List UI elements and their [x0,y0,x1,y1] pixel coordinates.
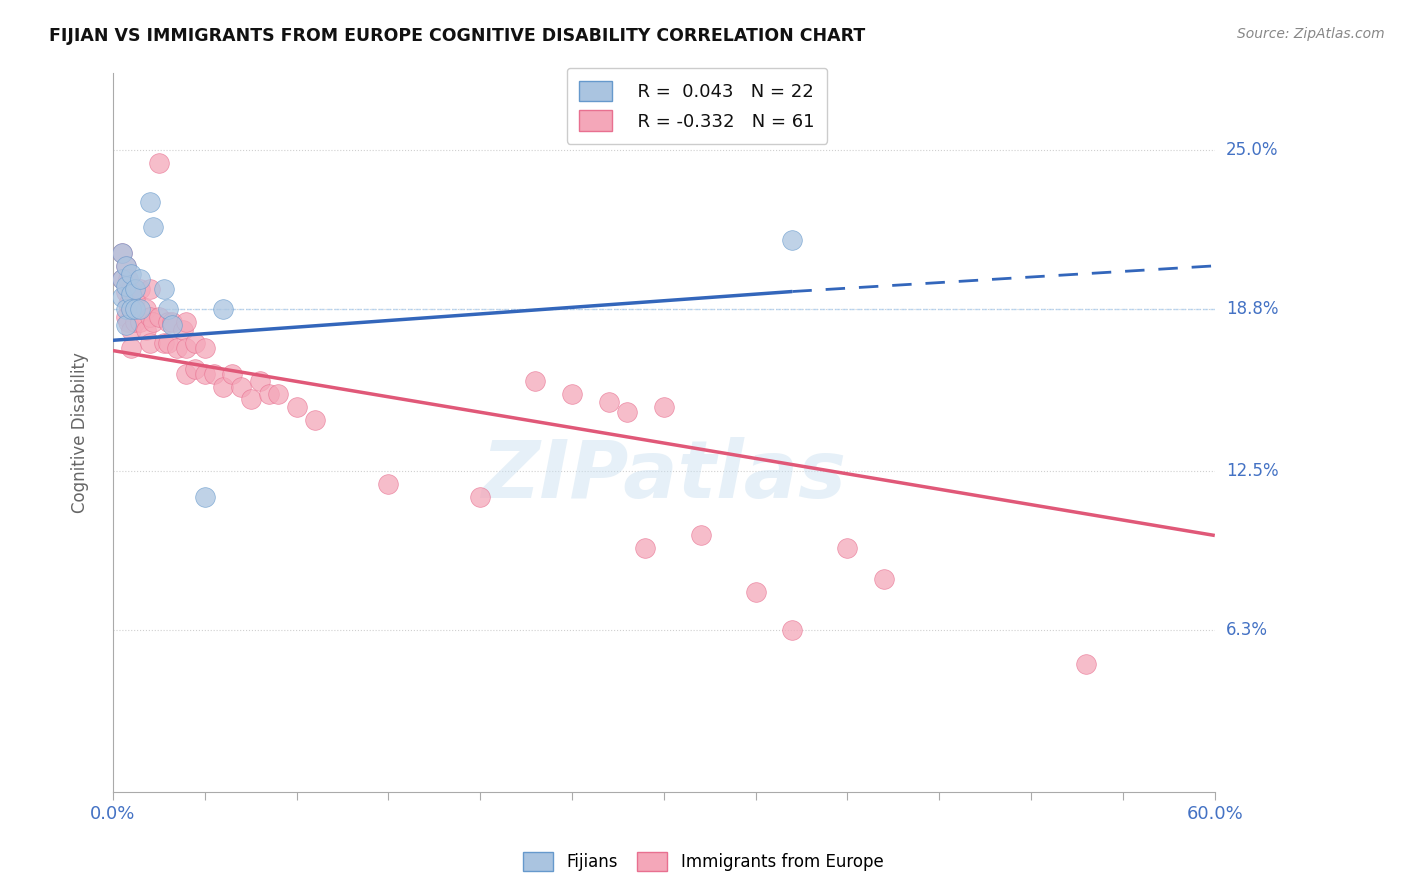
Point [184,335,207,350]
Point [114,285,136,299]
Point [176,341,198,355]
Point [138,282,160,296]
Point [837,541,859,556]
Legend: Fijians, Immigrants from Europe: Fijians, Immigrants from Europe [515,843,891,880]
Text: 18.8%: 18.8% [1226,301,1278,318]
Point [111,271,134,285]
Point [120,267,142,281]
Point [114,302,136,317]
Point [166,341,188,355]
Point [111,246,134,260]
Point [114,259,136,273]
Point [212,302,235,317]
Point [124,292,146,306]
Point [176,315,198,329]
Point [120,323,142,337]
Point [470,490,492,504]
Point [598,395,620,409]
Point [117,315,139,329]
Point [124,282,146,296]
Point [120,302,142,317]
Point [184,361,207,376]
Point [111,246,134,260]
Point [156,315,179,329]
Point [176,367,198,381]
Point [561,387,583,401]
Point [304,413,326,427]
Point [1076,657,1098,671]
Y-axis label: Cognitive Disability: Cognitive Disability [72,352,89,513]
Point [249,375,271,389]
Point [129,271,152,285]
Point [124,315,146,329]
Point [129,315,152,329]
Point [138,194,160,209]
Point [194,341,217,355]
Text: 6.3%: 6.3% [1226,622,1268,640]
Legend:   R =  0.043   N = 22,   R = -0.332   N = 61: R = 0.043 N = 22, R = -0.332 N = 61 [567,68,827,144]
Point [148,156,170,170]
Point [212,379,235,393]
Point [153,335,176,350]
Point [114,259,136,273]
Point [114,318,136,332]
Point [111,290,134,304]
Point [114,279,136,293]
Point [138,335,160,350]
Point [782,233,804,247]
Point [120,341,142,355]
Point [231,379,253,393]
Point [160,315,183,329]
Point [202,367,225,381]
Point [652,400,675,414]
Point [194,367,217,381]
Point [129,282,152,296]
Point [634,541,657,556]
Point [689,528,711,542]
Point [160,318,183,332]
Point [124,302,146,317]
Point [120,282,142,296]
Text: FIJIAN VS IMMIGRANTS FROM EUROPE COGNITIVE DISABILITY CORRELATION CHART: FIJIAN VS IMMIGRANTS FROM EUROPE COGNITI… [49,27,866,45]
Point [135,302,157,317]
Point [114,310,136,325]
Point [111,271,134,285]
Point [873,572,896,586]
Point [524,375,547,389]
Point [377,477,399,491]
Point [267,387,290,401]
Point [117,297,139,311]
Point [257,387,280,401]
Point [285,400,308,414]
Text: ZIPatlas: ZIPatlas [481,437,846,515]
Point [156,335,179,350]
Point [782,624,804,638]
Point [117,271,139,285]
Point [616,405,638,419]
Point [138,310,160,325]
Point [744,585,766,599]
Point [156,302,179,317]
Point [135,323,157,337]
Point [239,392,262,407]
Point [142,315,165,329]
Point [120,302,142,317]
Point [153,282,176,296]
Point [142,220,165,235]
Point [221,367,243,381]
Point [194,490,217,504]
Point [148,310,170,325]
Text: Source: ZipAtlas.com: Source: ZipAtlas.com [1237,27,1385,41]
Point [172,323,194,337]
Text: 12.5%: 12.5% [1226,462,1278,480]
Text: 25.0%: 25.0% [1226,141,1278,160]
Point [129,302,152,317]
Point [120,287,142,301]
